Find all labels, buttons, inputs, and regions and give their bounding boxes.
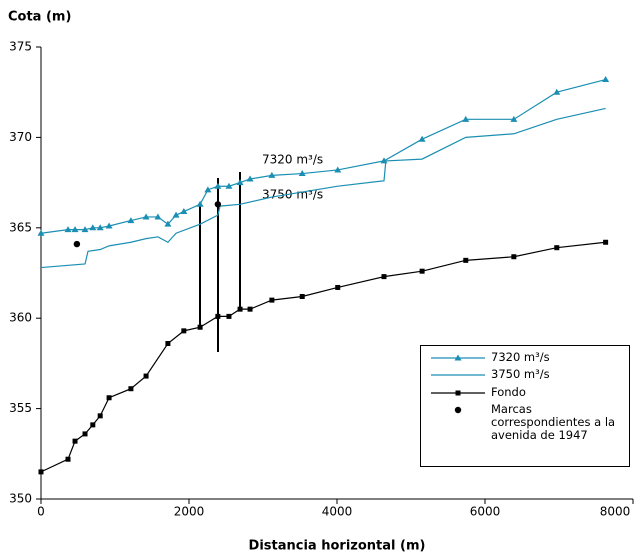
x-tick-label: 4000 xyxy=(322,505,353,519)
data-point xyxy=(225,182,233,189)
data-point xyxy=(298,170,306,177)
data-point xyxy=(72,438,78,444)
data-point xyxy=(180,208,188,215)
annotation: 7320 m³/s xyxy=(262,153,323,167)
data-point xyxy=(181,328,187,334)
data-point xyxy=(204,186,212,193)
data-point xyxy=(214,182,222,189)
y-axis-title: Cota (m) xyxy=(8,10,71,25)
legend-label: 7320 m³/s xyxy=(491,350,550,364)
data-point xyxy=(89,224,97,231)
data-point xyxy=(128,386,134,392)
data-point xyxy=(64,226,72,233)
data-point xyxy=(462,115,470,122)
data-point xyxy=(553,88,561,95)
data-point xyxy=(268,171,276,178)
data-point xyxy=(334,166,342,173)
data-point xyxy=(165,341,171,347)
data-point xyxy=(236,179,244,186)
legend-marker xyxy=(454,406,462,414)
legend: 7320 m³/s 3750 m³/s Fondo Marcas correspond… xyxy=(420,345,630,467)
series-line xyxy=(40,107,606,269)
series-line xyxy=(40,78,606,234)
y-tick-label: 350 xyxy=(9,492,32,506)
data-point xyxy=(65,456,71,462)
y-tick-label: 360 xyxy=(9,311,32,325)
data-point xyxy=(97,413,103,419)
data-point xyxy=(237,306,243,312)
data-point xyxy=(73,240,81,248)
legend-marker xyxy=(455,390,461,396)
data-point xyxy=(603,239,609,245)
data-point xyxy=(82,431,88,437)
y-tick-label: 370 xyxy=(9,130,32,144)
data-point xyxy=(154,213,162,220)
data-point xyxy=(38,469,44,475)
data-point xyxy=(419,268,425,274)
y-tick-label: 375 xyxy=(9,40,32,54)
x-tick-label: 8000 xyxy=(600,505,631,519)
data-point xyxy=(37,229,45,236)
data-point xyxy=(196,200,204,207)
data-point xyxy=(418,135,426,142)
legend-label: Marcas correspondientes a la avenida de … xyxy=(491,402,616,442)
data-point xyxy=(554,245,560,251)
data-point xyxy=(105,222,113,229)
data-point xyxy=(127,217,135,224)
data-point xyxy=(143,373,149,379)
x-tick-label: 2000 xyxy=(174,505,205,519)
data-point xyxy=(71,226,79,233)
data-point xyxy=(246,175,254,182)
x-tick-label: 6000 xyxy=(470,505,501,519)
data-point xyxy=(172,211,180,218)
data-point xyxy=(511,254,517,260)
y-tick-label: 355 xyxy=(9,401,32,415)
data-point xyxy=(335,284,341,290)
data-point xyxy=(215,313,221,319)
y-tick-label: 365 xyxy=(9,220,32,234)
legend-marker xyxy=(454,354,462,361)
data-point xyxy=(214,201,222,208)
data-point xyxy=(269,297,275,303)
data-point xyxy=(96,224,104,231)
x-tick-label: 0 xyxy=(37,505,45,519)
legend-label: Fondo xyxy=(491,385,526,399)
x-axis-title: Distancia horizontal (m) xyxy=(249,539,426,554)
data-point xyxy=(106,395,112,401)
data-point xyxy=(197,324,203,330)
data-point xyxy=(142,213,150,220)
data-point xyxy=(381,274,387,280)
data-point xyxy=(226,313,232,319)
legend-swatches xyxy=(431,354,485,414)
data-point xyxy=(602,76,610,83)
data-point xyxy=(90,422,96,428)
data-point xyxy=(247,306,253,312)
data-point xyxy=(463,257,469,263)
data-point xyxy=(164,220,172,227)
data-point xyxy=(81,226,89,233)
legend-label: 3750 m³/s xyxy=(491,367,550,381)
data-point xyxy=(299,294,305,300)
data-point xyxy=(510,115,518,122)
